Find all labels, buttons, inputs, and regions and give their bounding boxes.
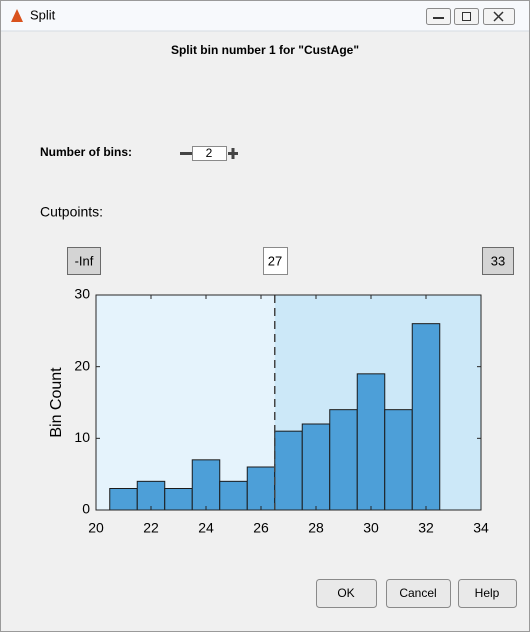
- minus-button[interactable]: [180, 152, 192, 155]
- bar: [356, 373, 386, 511]
- cutpoint-text: -Inf: [75, 253, 94, 268]
- axes-box: [95, 294, 482, 511]
- header: Split bin number 1 for "CustAge": [171, 43, 359, 57]
- bar: [191, 459, 221, 511]
- window-buttons[interactable]: [426, 8, 515, 25]
- app-icon: [11, 9, 23, 22]
- histogram: 20 22 24 26 28 30 32 34 0 10 20 30 Bin Count: [48, 286, 489, 536]
- bar: [136, 480, 166, 511]
- plus-button[interactable]: [228, 148, 238, 159]
- minimize-icon: [433, 17, 444, 19]
- x-tick-label: 30: [363, 520, 379, 536]
- y-tick-label: 30: [74, 286, 90, 302]
- bar: [109, 488, 138, 511]
- x-tick-label: 22: [143, 520, 159, 536]
- x-tick-label: 24: [198, 520, 214, 536]
- cutpoint-box: [482, 247, 514, 275]
- restore-button[interactable]: [454, 8, 479, 25]
- y-tick-label: 10: [74, 429, 90, 445]
- bins-label: Number of bins:: [40, 145, 132, 159]
- window-title: Split: [30, 7, 56, 22]
- bins-value: 2: [206, 146, 213, 160]
- y-tick-label: 0: [82, 501, 90, 517]
- cutpoint-box: [67, 247, 101, 275]
- x-tick-label: 34: [473, 520, 489, 536]
- bins-input[interactable]: [192, 146, 227, 161]
- x-tick-label: 28: [308, 520, 324, 536]
- bar: [329, 409, 358, 511]
- bar: [219, 480, 248, 511]
- minimize-button[interactable]: [426, 8, 451, 25]
- cutpoints-label: Cutpoints:: [40, 204, 103, 220]
- bar: [164, 488, 193, 511]
- ok-label: OK: [337, 586, 354, 600]
- ok-button[interactable]: [316, 579, 377, 608]
- bar: [246, 466, 276, 511]
- x-tick-label: 26: [253, 520, 269, 536]
- cancel-label: Cancel: [399, 586, 436, 600]
- left-region: [96, 295, 275, 510]
- bar: [384, 409, 413, 511]
- cancel-button[interactable]: [386, 579, 451, 608]
- help-label: Help: [475, 586, 500, 600]
- x-tick-label: 32: [418, 520, 434, 536]
- y-tick-label: 20: [74, 357, 90, 373]
- help-button[interactable]: [458, 579, 517, 608]
- bar: [301, 423, 331, 511]
- bar: [274, 430, 303, 511]
- close-icon: [493, 11, 504, 22]
- cutpoint-input[interactable]: [263, 247, 288, 275]
- bar: [411, 323, 441, 511]
- restore-icon: [462, 12, 471, 21]
- y-axis-label: Bin Count: [48, 367, 65, 438]
- x-tick-label: 20: [88, 520, 104, 536]
- cutpoint-text: 33: [491, 253, 505, 268]
- cutpoint-text: 27: [268, 253, 282, 268]
